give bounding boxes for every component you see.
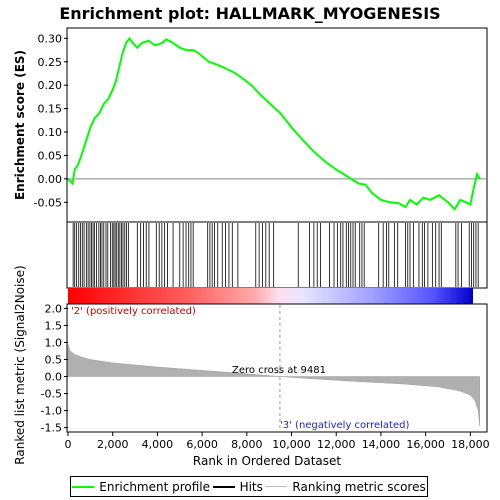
legend-item-enrichment: Enrichment profile [72,480,210,494]
legend-item-metric: Ranking metric scores [265,479,426,494]
enrichment-profile-line [67,36,481,211]
chart-title: Enrichment plot: HALLMARK_MYOGENESIS [59,4,440,23]
es-y-tick-label: 0.20 [38,79,63,92]
x-tick-label: 14,000 [362,438,401,451]
x-axis-label: Rank in Ordered Dataset [193,454,341,468]
metric-y-tick-label: -1.5 [41,422,62,435]
x-tick-label: 10,000 [272,438,311,451]
es-panel [66,27,488,223]
legend-item-hits: Hits [212,479,263,494]
metric-y-tick-label: 1.0 [45,336,63,349]
x-tick-label: 8,000 [231,438,263,451]
es-axis-label: Enrichment score (ES) [13,50,27,200]
legend-label-hits: Hits [239,479,263,494]
pos-corr-label: '2' (positively correlated) [71,306,196,317]
es-y-tick-label: 0.30 [38,32,63,45]
es-y-tick-label: 0.15 [38,103,63,116]
metric-y-tick-label: 0.5 [45,353,63,366]
x-tick-label: 0 [65,438,72,451]
hits-swatch [212,485,235,488]
legend-label-metric: Ranking metric scores [292,479,426,494]
rank-colorbar [68,288,473,304]
es-y-tick-label: 0.00 [38,173,63,186]
metric-y-tick-label: 2.0 [45,302,63,315]
es-y-tick-label: 0.05 [38,149,63,162]
metric-y-tick-label: -1.0 [41,405,62,418]
metric-y-tick-label: 1.5 [45,319,63,332]
ranking-metric-area [67,344,480,426]
es-y-tick-label: 0.10 [38,126,63,139]
x-tick-label: 16,000 [406,438,445,451]
x-tick-label: 6,000 [186,438,218,451]
es-y-tick-label: 0.25 [38,56,63,69]
x-tick-label: 4,000 [142,438,174,451]
enrichment-swatch [72,485,95,488]
zero-cross-label: Zero cross at 9481 [232,365,326,376]
es-y-tick-label: -0.05 [34,196,62,209]
hits-panel [66,221,488,289]
metric-swatch [265,486,288,487]
x-tick-label: 2,000 [97,438,129,451]
metric-axis-label: Ranked list metric (Signal2Noise) [13,265,27,464]
metric-y-tick-label: -0.5 [41,388,62,401]
metric-y-tick-label: 0.0 [45,371,63,384]
x-tick-label: 12,000 [317,438,356,451]
x-tick-label: 18,000 [451,438,490,451]
neg-corr-label: '3' (negatively correlated) [280,420,409,431]
legend: Enrichment profile Hits Ranking metric s… [70,476,428,497]
legend-label-enrichment: Enrichment profile [99,479,211,494]
